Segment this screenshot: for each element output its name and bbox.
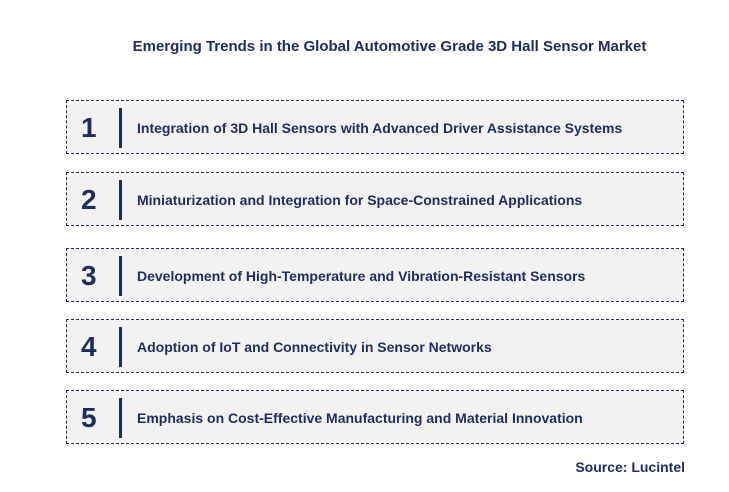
trend-text: Miniaturization and Integration for Spac… <box>137 192 583 208</box>
trend-text: Development of High-Temperature and Vibr… <box>137 268 586 284</box>
trend-box: 4 Adoption of IoT and Connectivity in Se… <box>66 319 684 373</box>
divider <box>119 256 122 296</box>
divider <box>119 180 122 220</box>
trend-number: 4 <box>81 331 97 362</box>
trend-number: 1 <box>81 112 97 143</box>
trend-box: 5 Emphasis on Cost-Effective Manufacturi… <box>66 390 684 444</box>
trend-number: 5 <box>81 402 97 433</box>
trend-box: 2 Miniaturization and Integration for Sp… <box>66 172 684 226</box>
trend-number: 3 <box>81 260 97 291</box>
divider <box>119 398 122 438</box>
trend-box: 3 Development of High-Temperature and Vi… <box>66 248 684 302</box>
divider <box>119 108 122 148</box>
trend-number: 2 <box>81 184 97 215</box>
trend-text: Adoption of IoT and Connectivity in Sens… <box>137 339 492 355</box>
trend-text: Integration of 3D Hall Sensors with Adva… <box>137 120 623 136</box>
source: Source: Lucintel <box>575 459 685 475</box>
title: Emerging Trends in the Global Automotive… <box>132 38 647 55</box>
trend-box: 1 Integration of 3D Hall Sensors with Ad… <box>66 100 684 154</box>
divider <box>119 327 122 367</box>
trend-text: Emphasis on Cost-Effective Manufacturing… <box>137 410 583 426</box>
